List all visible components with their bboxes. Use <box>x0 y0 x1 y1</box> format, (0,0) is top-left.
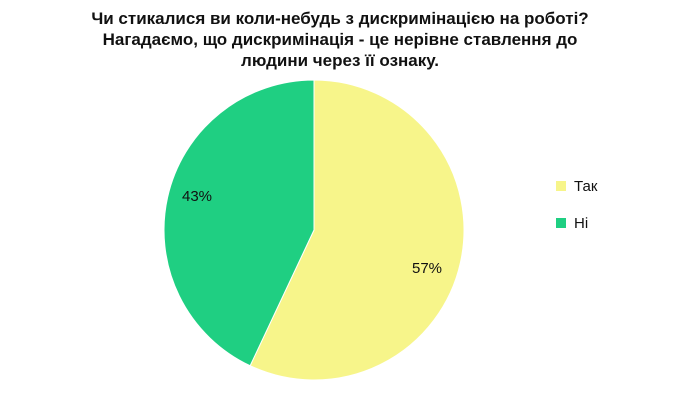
chart-title-line-2: Нагадаємо, що дискримінація - це нерівне… <box>102 30 578 49</box>
chart-title-line-3: людини через її ознаку. <box>241 51 439 70</box>
chart-title-line-1: Чи стикалися ви коли-небудь з дискриміна… <box>91 9 589 28</box>
chart-title: Чи стикалися ви коли-небудь з дискриміна… <box>40 8 640 71</box>
legend: Так Ні <box>556 175 597 249</box>
legend-swatch-tak <box>556 181 566 191</box>
legend-item-tak: Так <box>556 175 597 197</box>
legend-label-tak: Так <box>574 177 598 195</box>
pie-slice-tak <box>249 79 465 381</box>
legend-swatch-ni <box>556 218 566 228</box>
legend-item-ni: Ні <box>556 212 597 234</box>
data-label-ni: 43% <box>182 188 212 205</box>
pie-slice-ni <box>163 79 315 367</box>
data-label-tak: 57% <box>412 260 442 277</box>
legend-label-ni: Ні <box>574 214 589 232</box>
